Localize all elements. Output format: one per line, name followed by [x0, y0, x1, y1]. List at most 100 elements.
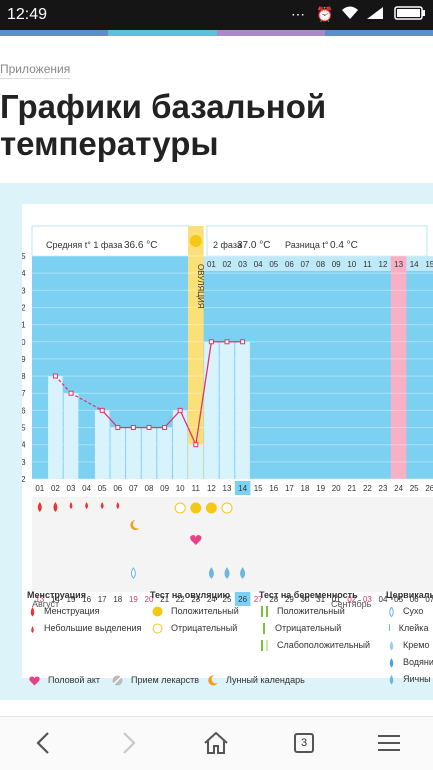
top-date-label: 13 — [394, 260, 403, 269]
y-tick-label: 36.5 — [22, 424, 26, 433]
dry-drop-icon — [389, 606, 394, 617]
month-august: Август — [32, 599, 59, 609]
top-date-label: 09 — [332, 260, 341, 269]
date-label: 30 — [301, 595, 310, 604]
mucus-drop-icon — [224, 567, 230, 579]
y-tick-label: 36.2 — [22, 475, 26, 484]
positive-circle-icon — [190, 502, 202, 514]
page-title-line1: Графики базальной — [0, 88, 327, 125]
date-label: 27 — [254, 595, 263, 604]
y-tick-label: 36.7 — [22, 389, 26, 398]
day-label: 23 — [379, 484, 388, 493]
sticky-icon: I — [388, 623, 391, 635]
legend-medication: Прием лекарств — [112, 675, 199, 686]
breadcrumb[interactable]: Приложения — [0, 62, 71, 79]
menu-button[interactable] — [371, 727, 407, 759]
temperature-point — [99, 407, 105, 413]
blood-drop-icon — [37, 502, 42, 512]
negative-circle-icon — [221, 502, 233, 514]
double-bar-icon — [261, 606, 268, 618]
legend-menstruation-item: Менструация — [29, 606, 100, 617]
moon-icon — [208, 675, 218, 686]
phase1-value: 36.6 °C — [124, 240, 157, 251]
blood-drop-icon — [53, 502, 58, 512]
date-label: 24 — [207, 595, 216, 604]
date-label: 25 — [223, 595, 232, 604]
phase1-header-box — [31, 225, 191, 257]
temperature-bar — [157, 427, 172, 479]
small-drop-icon — [69, 502, 73, 509]
y-tick-label: 36.4 — [22, 441, 26, 450]
date-label: 04 — [379, 595, 388, 604]
mucus-drop-icon — [130, 567, 136, 579]
forward-button[interactable] — [111, 727, 147, 759]
day-label: 13 — [223, 484, 232, 493]
day-label: 03 — [67, 484, 76, 493]
moon-icon — [130, 520, 140, 530]
day-label: 16 — [269, 484, 278, 493]
temperature-line-segment — [101, 409, 119, 428]
legend-preg-weak: Слабоположительный — [261, 640, 370, 652]
small-drop-icon — [31, 625, 34, 633]
date-label: 06 — [410, 595, 419, 604]
ovulation-sun-icon — [189, 235, 202, 247]
browser-nav-bar: 3 — [0, 716, 433, 770]
top-date-label: 01 — [207, 260, 216, 269]
temperature-bar — [235, 341, 250, 479]
more-icon: ⋯ — [291, 6, 305, 22]
diff-label: Разница t° — [285, 240, 329, 250]
positive-circle-icon — [152, 606, 163, 617]
date-label: 07 — [425, 595, 433, 604]
day-label: 18 — [301, 484, 310, 493]
temperature-bar — [219, 341, 235, 479]
legend-cervical-creamy: Кремо — [388, 640, 429, 651]
day-label: 08 — [145, 484, 154, 493]
y-tick-label: 37.2 — [22, 303, 26, 312]
creamy-drop-icon — [389, 640, 394, 651]
home-button[interactable] — [198, 727, 234, 759]
weak-bar-icon — [261, 640, 268, 652]
y-tick-label: 37.3 — [22, 286, 26, 295]
top-date-label: 02 — [223, 260, 232, 269]
temperature-line-segment — [179, 410, 197, 445]
bbt-chart[interactable]: 01 02 03 04 05 06 07 08 09 10 11 12 13 14 15 37.5 37.4 37… — [22, 204, 433, 678]
date-label: 15 — [67, 595, 76, 604]
top-date-label: 06 — [285, 260, 294, 269]
ovulation-label: ОВУЛЯЦИЯ — [196, 264, 205, 309]
top-date-label: 05 — [269, 260, 278, 269]
date-label: 13 — [35, 595, 44, 604]
y-tick-label: 37.1 — [22, 321, 26, 330]
diff-value: 0.4 °C — [330, 240, 358, 251]
alarm-icon: ⏰ — [316, 6, 334, 22]
blood-drop-icon — [30, 606, 35, 617]
day-label: 26 — [425, 484, 433, 493]
legend-cervical-title: Цервикаль — [386, 590, 433, 600]
temperature-point — [130, 425, 136, 431]
back-button[interactable] — [25, 727, 61, 759]
top-date-label: 07 — [301, 260, 310, 269]
day-label: 10 — [176, 484, 185, 493]
date-label: 16 — [82, 595, 91, 604]
day-label: 14 — [238, 484, 247, 493]
highlight-column — [390, 256, 407, 479]
day-label: 22 — [363, 484, 372, 493]
legend-spotting-item: Небольшие выделения — [29, 623, 141, 634]
negative-circle-icon — [152, 623, 163, 634]
temperature-bar — [63, 393, 79, 479]
legend-ovulation-title: Тест на овуляцию — [150, 590, 231, 600]
y-tick-label: 36.3 — [22, 458, 26, 467]
temperature-bar — [126, 427, 141, 479]
date-label: 20 — [145, 595, 154, 604]
date-label: 17 — [98, 595, 107, 604]
legend-ov-negative: Отрицательный — [152, 623, 237, 634]
temperature-point — [224, 339, 230, 345]
day-label: 07 — [129, 484, 138, 493]
eggwhite-drop-icon — [389, 674, 394, 685]
legend-menstruation-title: Менструация — [27, 590, 86, 600]
day-label: 20 — [332, 484, 341, 493]
top-date-label: 10 — [347, 260, 356, 269]
tabs-button[interactable]: 3 — [286, 727, 322, 759]
date-label: 03 — [363, 595, 372, 604]
temperature-point — [52, 373, 58, 379]
top-date-row — [203, 256, 433, 271]
